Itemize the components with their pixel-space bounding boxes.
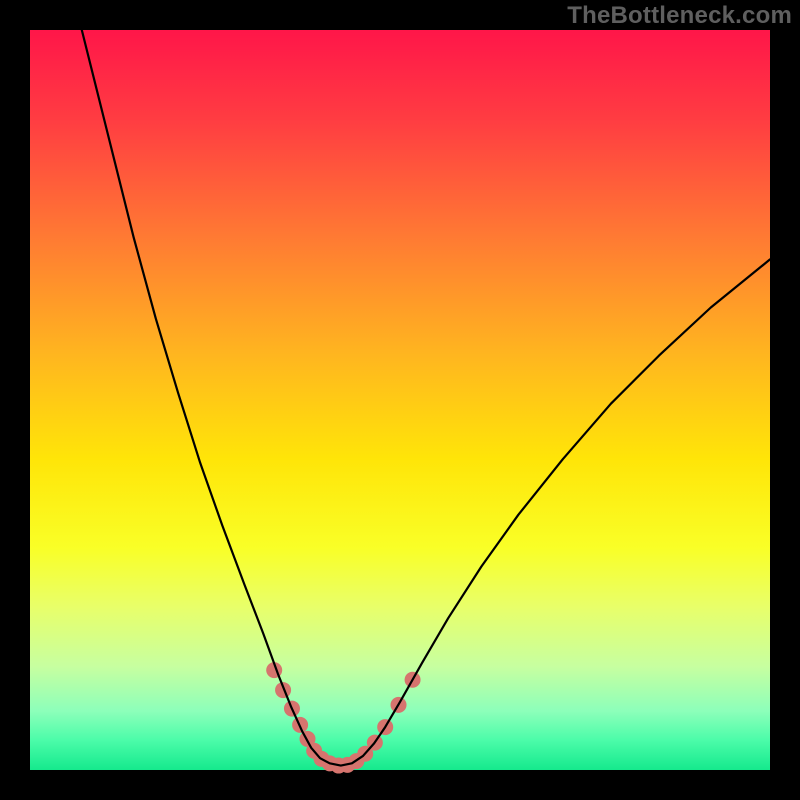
watermark-label: TheBottleneck.com: [567, 2, 792, 30]
chart-svg: [0, 0, 800, 800]
chart-root: TheBottleneck.com: [0, 0, 800, 800]
plot-background: [30, 30, 770, 770]
